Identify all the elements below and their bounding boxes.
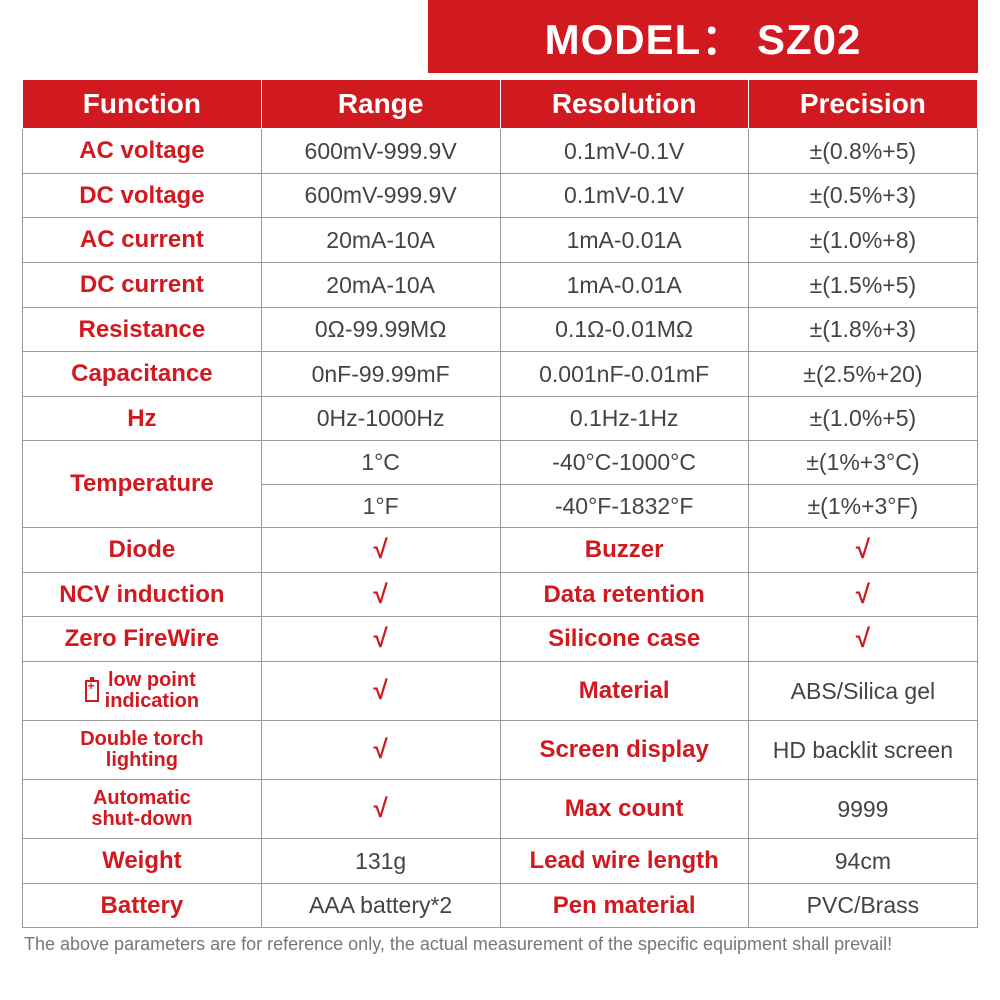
table-row: low pointindication √MaterialABS/Silica g…	[23, 662, 978, 721]
feature-label: low pointindication	[23, 662, 262, 721]
feature-label: Data retention	[500, 572, 748, 617]
check-icon: √	[261, 528, 500, 573]
low-point-text: low pointindication	[105, 670, 199, 712]
feature-label: Buzzer	[500, 528, 748, 573]
range-val: 1°F	[261, 484, 500, 527]
func-label: Hz	[23, 396, 262, 441]
table-row: DC voltage600mV-999.9V0.1mV-0.1V±(0.5%+3…	[23, 173, 978, 218]
prec-val: ±(1.8%+3)	[748, 307, 977, 352]
col-function: Function	[23, 80, 262, 129]
value: PVC/Brass	[748, 883, 977, 928]
col-range: Range	[261, 80, 500, 129]
func-label: Temperature	[23, 441, 262, 528]
range-val: 20mA-10A	[261, 218, 500, 263]
table-row: Diode√Buzzer√	[23, 528, 978, 573]
func-label: Capacitance	[23, 352, 262, 397]
prec-val: ±(0.5%+3)	[748, 173, 977, 218]
col-resolution: Resolution	[500, 80, 748, 129]
header-row: Function Range Resolution Precision	[23, 80, 978, 129]
feature-label: Double torchlighting	[23, 721, 262, 780]
feature-label: Silicone case	[500, 617, 748, 662]
table-row: NCV induction√Data retention√	[23, 572, 978, 617]
check-icon: √	[261, 780, 500, 839]
spec-table: Function Range Resolution Precision AC v…	[22, 79, 978, 928]
res-val: 0.1mV-0.1V	[500, 173, 748, 218]
res-val: -40°F-1832°F	[500, 484, 748, 527]
battery-icon	[85, 680, 99, 702]
range-val: 20mA-10A	[261, 262, 500, 307]
prec-val: ±(1%+3°C)	[748, 441, 977, 484]
table-row: DC current20mA-10A1mA-0.01A±(1.5%+5)	[23, 262, 978, 307]
res-val: 1mA-0.01A	[500, 262, 748, 307]
table-row: Zero FireWire√Silicone case√	[23, 617, 978, 662]
res-val: 0.1Ω-0.01MΩ	[500, 307, 748, 352]
feature-label: Automaticshut-down	[23, 780, 262, 839]
res-val: 0.1mV-0.1V	[500, 129, 748, 174]
res-val: 1mA-0.01A	[500, 218, 748, 263]
feature-label: Pen material	[500, 883, 748, 928]
prec-val: ±(0.8%+5)	[748, 129, 977, 174]
res-val: 0.1Hz-1Hz	[500, 396, 748, 441]
spec-sheet: MODEL： SZ02 Function Range Resolution Pr…	[0, 0, 1000, 955]
table-row: Automaticshut-down√Max count9999	[23, 780, 978, 839]
feature-label: Diode	[23, 528, 262, 573]
table-row: Capacitance0nF-99.99mF0.001nF-0.01mF±(2.…	[23, 352, 978, 397]
value: 131g	[261, 839, 500, 884]
check-icon: √	[261, 572, 500, 617]
table-row: Weight131gLead wire length94cm	[23, 839, 978, 884]
prec-val: ±(1.0%+5)	[748, 396, 977, 441]
feature-label: Screen display	[500, 721, 748, 780]
value: AAA battery*2	[261, 883, 500, 928]
prec-val: ±(2.5%+20)	[748, 352, 977, 397]
check-icon: √	[261, 721, 500, 780]
table-row: AC voltage600mV-999.9V0.1mV-0.1V±(0.8%+5…	[23, 129, 978, 174]
func-label: AC voltage	[23, 129, 262, 174]
feature-label: Max count	[500, 780, 748, 839]
feature-label: Zero FireWire	[23, 617, 262, 662]
range-val: 600mV-999.9V	[261, 129, 500, 174]
prec-val: ±(1.0%+8)	[748, 218, 977, 263]
check-icon: √	[748, 572, 977, 617]
table-row: AC current20mA-10A1mA-0.01A±(1.0%+8)	[23, 218, 978, 263]
value: 9999	[748, 780, 977, 839]
range-val: 0Hz-1000Hz	[261, 396, 500, 441]
check-icon: √	[748, 528, 977, 573]
prec-val: ±(1%+3°F)	[748, 484, 977, 527]
feature-label: Lead wire length	[500, 839, 748, 884]
model-banner: MODEL： SZ02	[428, 0, 978, 73]
func-label: Resistance	[23, 307, 262, 352]
col-precision: Precision	[748, 80, 977, 129]
func-label: DC voltage	[23, 173, 262, 218]
range-val: 0Ω-99.99MΩ	[261, 307, 500, 352]
feature-label: Material	[500, 662, 748, 721]
value: HD backlit screen	[748, 721, 977, 780]
func-label: AC current	[23, 218, 262, 263]
value: 94cm	[748, 839, 977, 884]
range-val: 1°C	[261, 441, 500, 484]
res-val: -40°C-1000°C	[500, 441, 748, 484]
prec-val: ±(1.5%+5)	[748, 262, 977, 307]
check-icon: √	[748, 617, 977, 662]
value: ABS/Silica gel	[748, 662, 977, 721]
feature-label: NCV induction	[23, 572, 262, 617]
table-row: BatteryAAA battery*2Pen materialPVC/Bras…	[23, 883, 978, 928]
table-row: Hz0Hz-1000Hz0.1Hz-1Hz±(1.0%+5)	[23, 396, 978, 441]
check-icon: √	[261, 617, 500, 662]
range-val: 600mV-999.9V	[261, 173, 500, 218]
table-row: Resistance0Ω-99.99MΩ0.1Ω-0.01MΩ±(1.8%+3)	[23, 307, 978, 352]
footnote: The above parameters are for reference o…	[22, 928, 978, 955]
feature-label: Weight	[23, 839, 262, 884]
feature-label: Battery	[23, 883, 262, 928]
table-row: Double torchlighting√Screen displayHD ba…	[23, 721, 978, 780]
range-val: 0nF-99.99mF	[261, 352, 500, 397]
check-icon: √	[261, 662, 500, 721]
table-row: Temperature1°C-40°C-1000°C±(1%+3°C)	[23, 441, 978, 484]
res-val: 0.001nF-0.01mF	[500, 352, 748, 397]
func-label: DC current	[23, 262, 262, 307]
